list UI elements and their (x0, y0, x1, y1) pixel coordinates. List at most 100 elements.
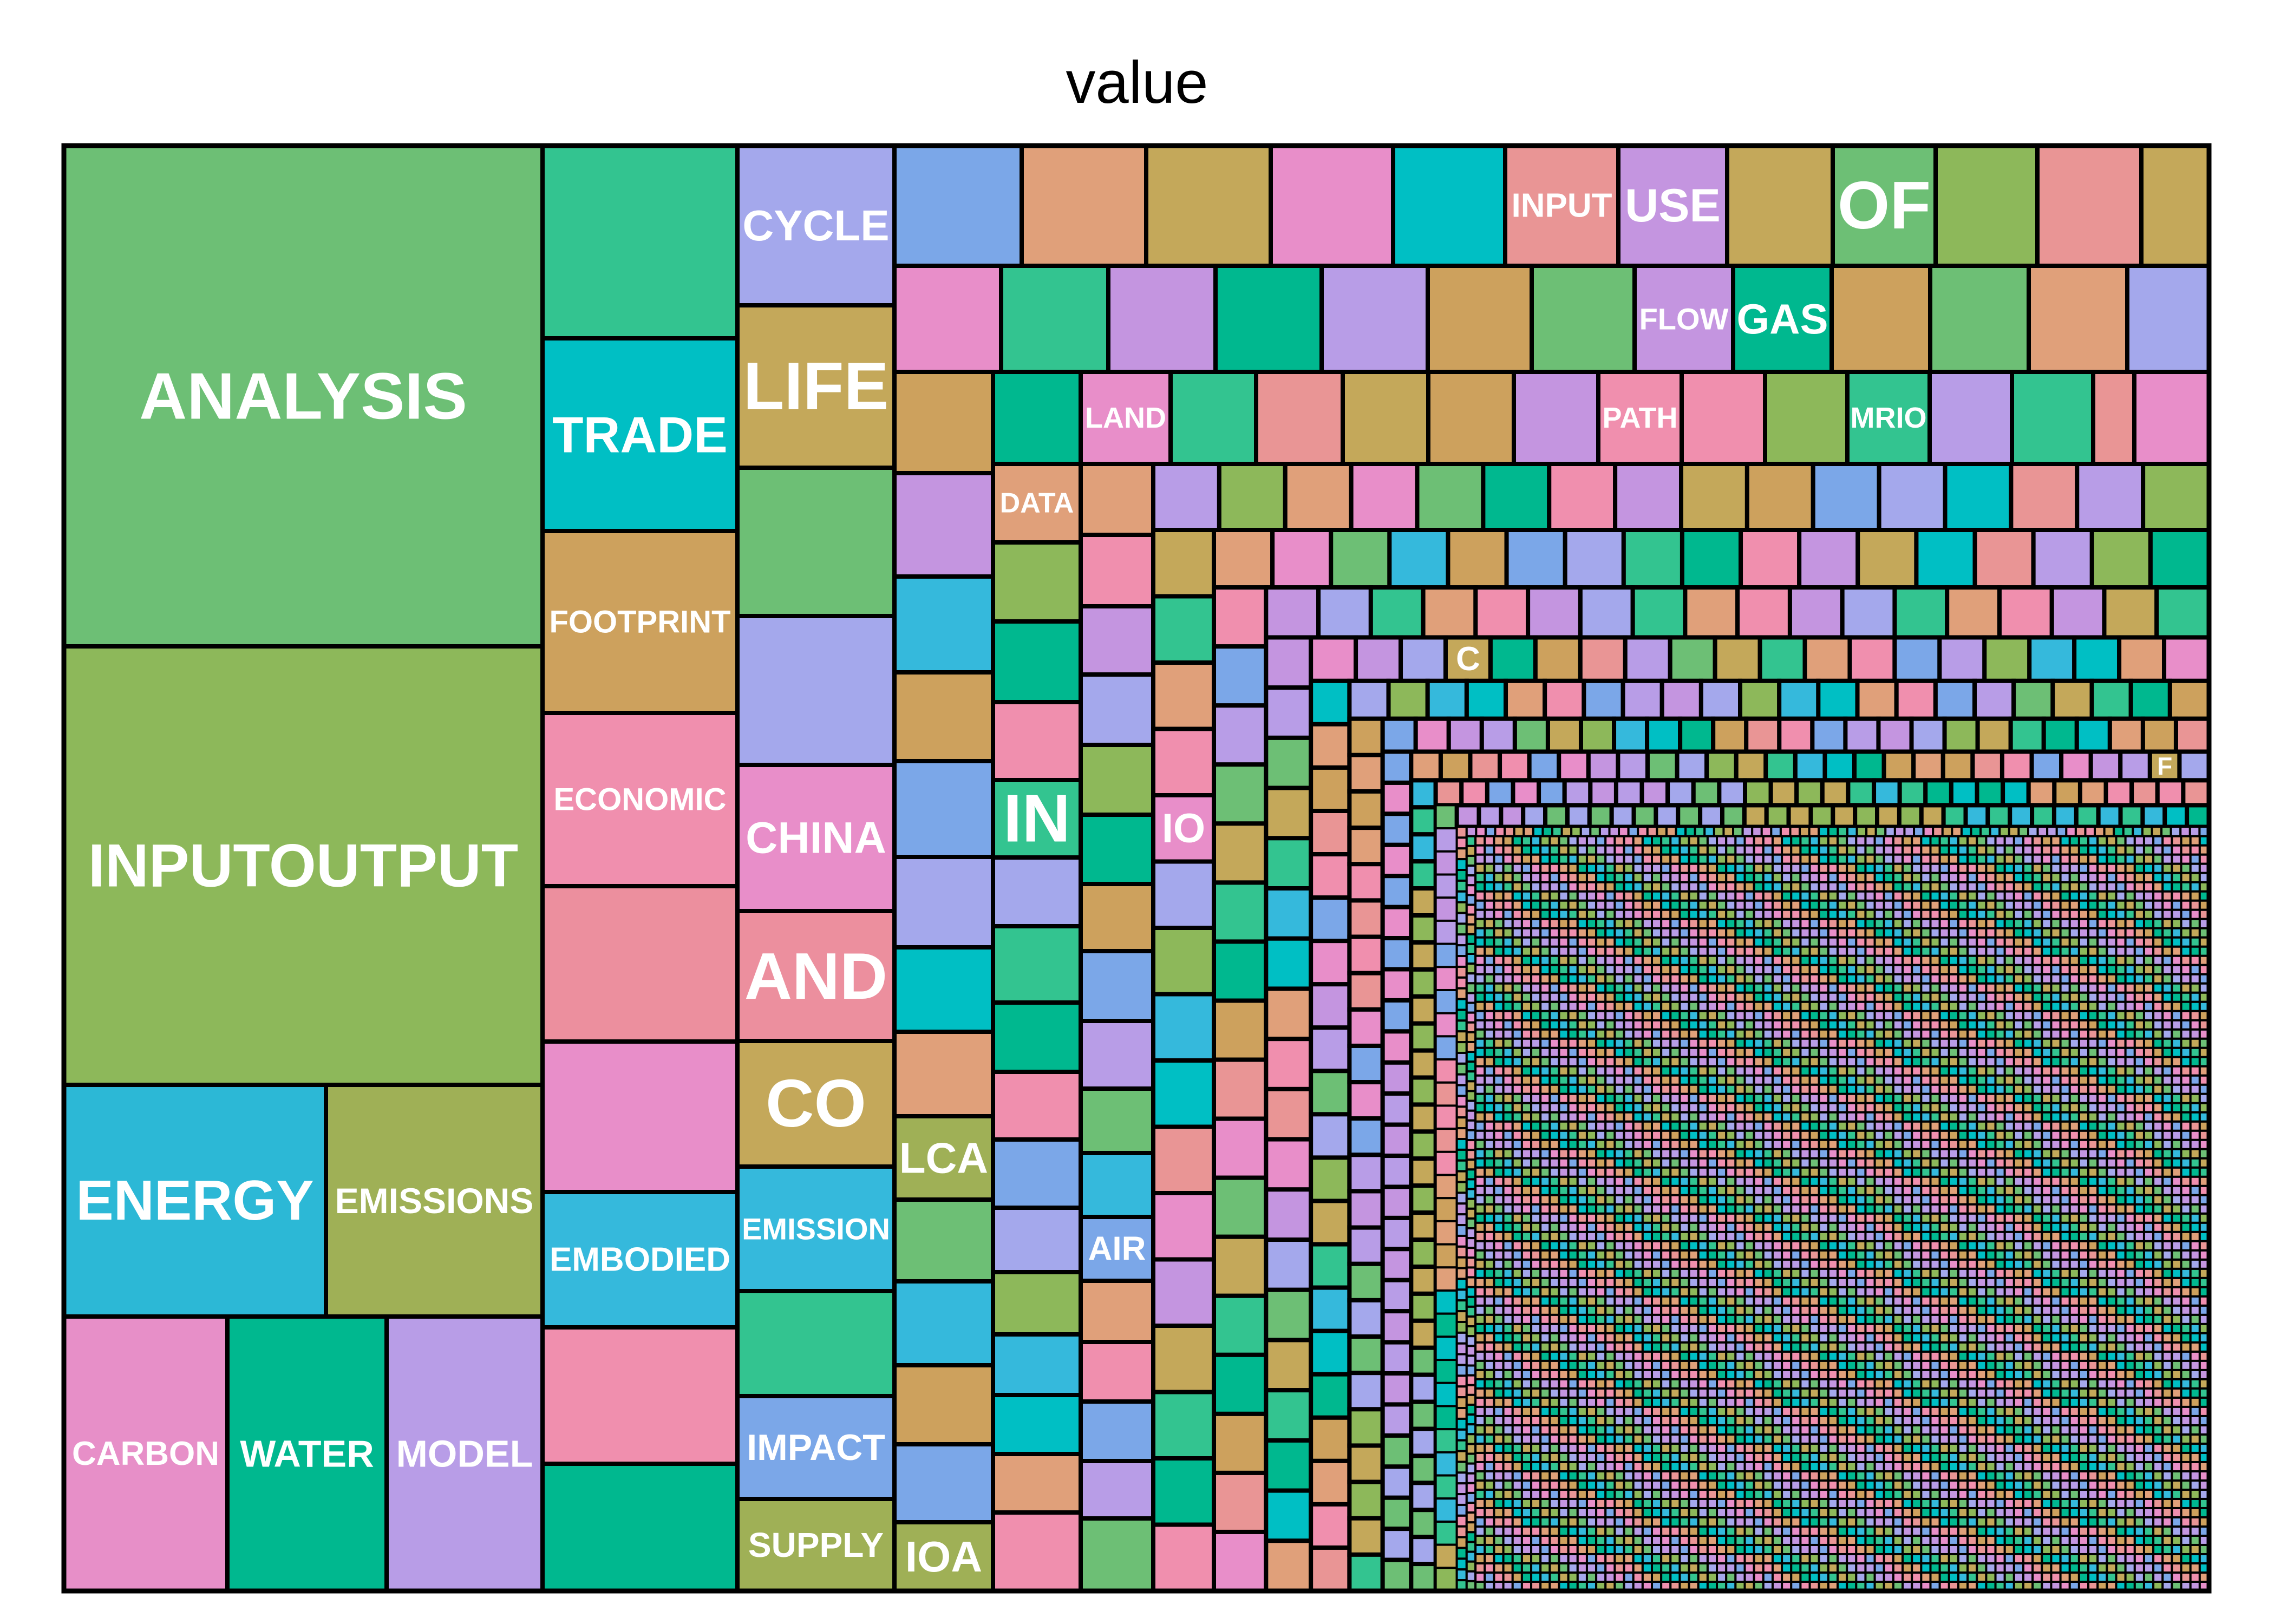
tile-term (2087, 1249, 2099, 1261)
tile-term (1567, 1148, 1579, 1160)
tile-term (1966, 936, 1978, 948)
tile-term (2189, 1249, 2201, 1261)
tile-term (1660, 964, 1672, 975)
tile-term (1706, 1240, 1718, 1252)
tile-term (1669, 908, 1681, 920)
tile-term (1818, 1157, 1829, 1169)
tile-term (1558, 1157, 1570, 1169)
tile-term (1409, 1426, 1438, 1458)
tile-term (1520, 1000, 1533, 1012)
tile-term (1530, 964, 1542, 975)
tile-term (1725, 991, 1737, 1003)
tile-term (1434, 1381, 1458, 1407)
tile-term (1511, 1138, 1523, 1150)
tile-term (1928, 264, 2031, 374)
tile-term (1493, 1212, 1505, 1224)
tile-term (1502, 835, 1514, 847)
tile-term (1530, 1037, 1542, 1049)
tile-term (1873, 954, 1885, 966)
tile-term (1576, 1175, 1588, 1187)
tile-term (1846, 1203, 1858, 1215)
tile-term (2031, 881, 2043, 893)
tile-term (2087, 1120, 2099, 1132)
tile-term (2096, 890, 2108, 902)
tile-term (1966, 853, 1978, 865)
tile-term (1585, 1194, 1598, 1206)
tile-term (2041, 862, 2053, 874)
tile-term (2087, 835, 2099, 847)
tile-term (1697, 1129, 1709, 1141)
tile-term (1623, 872, 1635, 883)
tile-term (1613, 1304, 1625, 1316)
tile-term (2059, 899, 2071, 911)
tile-term (1493, 1166, 1505, 1178)
label-c: C (1456, 640, 1480, 678)
tile-term (1502, 899, 1514, 911)
tile-term (1762, 1295, 1774, 1307)
tile-term (2050, 890, 2062, 902)
tile-term (1688, 1184, 1700, 1196)
tile-term (1465, 1139, 1477, 1151)
tile-term (1697, 1240, 1709, 1252)
tile-term (1920, 1102, 1932, 1114)
tile-term (2050, 1092, 2062, 1104)
tile-term (2050, 1221, 2062, 1233)
tile-term (2096, 1276, 2108, 1288)
tile-term (1632, 945, 1644, 957)
tile-term (1309, 852, 1352, 900)
tile-term (1725, 1286, 1737, 1298)
tile-term (1873, 1037, 1885, 1049)
tile-term (1455, 1547, 1468, 1560)
tile-term (1669, 1322, 1681, 1334)
tile-term (1576, 1212, 1588, 1224)
tile-term (1920, 853, 1932, 865)
tile-term (1855, 908, 1867, 920)
tile-term (1966, 991, 1978, 1003)
tile-term (1827, 1240, 1839, 1252)
tile-term (1864, 973, 1876, 985)
tile-term (1864, 1065, 1876, 1077)
tile-term (1455, 1245, 1468, 1259)
tile-term (1309, 1458, 1352, 1507)
tile-term (1530, 1304, 1542, 1316)
tile-term (1212, 644, 1269, 708)
tile-term (1409, 778, 1438, 810)
tile-term (1892, 1129, 1904, 1141)
tile-term (1864, 835, 1876, 847)
tile-term (2077, 1000, 2090, 1012)
tile-term (2124, 1313, 2136, 1325)
tile-term (1697, 1184, 1709, 1196)
tile-term (1558, 1028, 1570, 1040)
tile-term (1901, 1194, 1913, 1206)
tile-term (1409, 1453, 1438, 1485)
tile-term (1484, 1230, 1495, 1242)
tile-term (1558, 872, 1570, 883)
tile-term (1697, 881, 1709, 893)
tile-term (1623, 945, 1635, 957)
tile-term (1530, 1065, 1542, 1077)
tile-term (1920, 1028, 1932, 1040)
tile-term (1985, 1028, 1997, 1040)
tile-term (2012, 908, 2025, 920)
tile-term (2041, 1120, 2053, 1132)
tile-term (1725, 1074, 1737, 1086)
tile-term (2152, 991, 2164, 1003)
tile-term (1669, 918, 1681, 929)
tile-term (1957, 890, 1969, 902)
tile-term (2077, 881, 2090, 893)
tile-term (1743, 835, 1755, 847)
tile-term (1660, 853, 1672, 865)
tile-term (1706, 1111, 1718, 1123)
tile-term (1595, 1111, 1607, 1123)
tile-term (1725, 1148, 1737, 1160)
tile-term (1641, 1267, 1654, 1279)
tile-term (2096, 1037, 2108, 1049)
tile-term (1639, 778, 1670, 808)
tile-term (1855, 1230, 1867, 1242)
tile-term (1753, 862, 1765, 874)
label-embodied: EMBODIED (550, 1241, 730, 1279)
tile-term (1688, 1138, 1700, 1150)
tile-term (2059, 1129, 2071, 1141)
tile-term (1734, 1037, 1746, 1049)
tile-term (1493, 862, 1505, 874)
